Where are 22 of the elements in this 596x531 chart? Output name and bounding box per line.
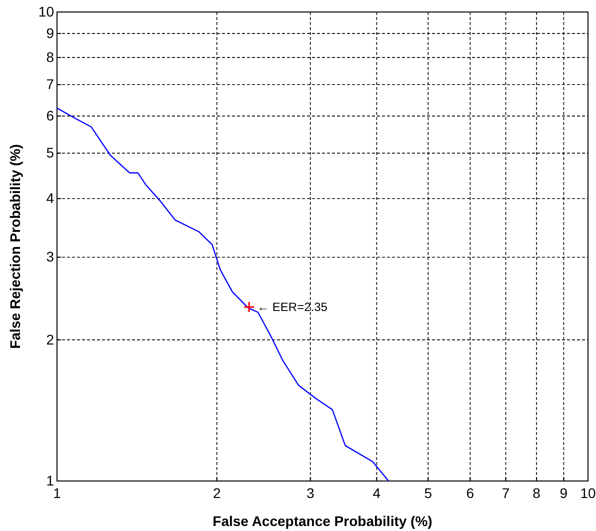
y-tick-label: 6: [46, 108, 54, 124]
annotation: ← EER=2.35: [257, 300, 328, 314]
y-tick-label: 8: [46, 48, 54, 65]
x-tick-label: 5: [424, 485, 432, 501]
y-tick-label: 5: [46, 144, 54, 161]
x-axis-title: False Acceptance Probability (%): [212, 513, 432, 529]
x-tick-label: 7: [502, 485, 510, 501]
y-tick-label: 4: [46, 190, 54, 206]
x-tick-label: 10: [580, 485, 596, 501]
y-tick-label: 9: [46, 24, 54, 41]
y-tick-label: 10: [38, 3, 54, 20]
y-tick-label: 2: [46, 331, 54, 348]
x-tick-label: 3: [306, 485, 314, 501]
y-tick-label: 7: [46, 76, 54, 92]
x-tick-label: 9: [560, 485, 568, 501]
y-axis-title: False Rejection Probability (%): [7, 144, 23, 349]
x-tick-label: 2: [212, 485, 221, 501]
x-tick-label: 6: [466, 485, 474, 501]
x-tick-label: 4: [372, 485, 381, 501]
y-tick-label: 1: [46, 472, 54, 488]
y-tick-label: 3: [46, 248, 54, 265]
x-tick-label: 8: [532, 485, 541, 501]
